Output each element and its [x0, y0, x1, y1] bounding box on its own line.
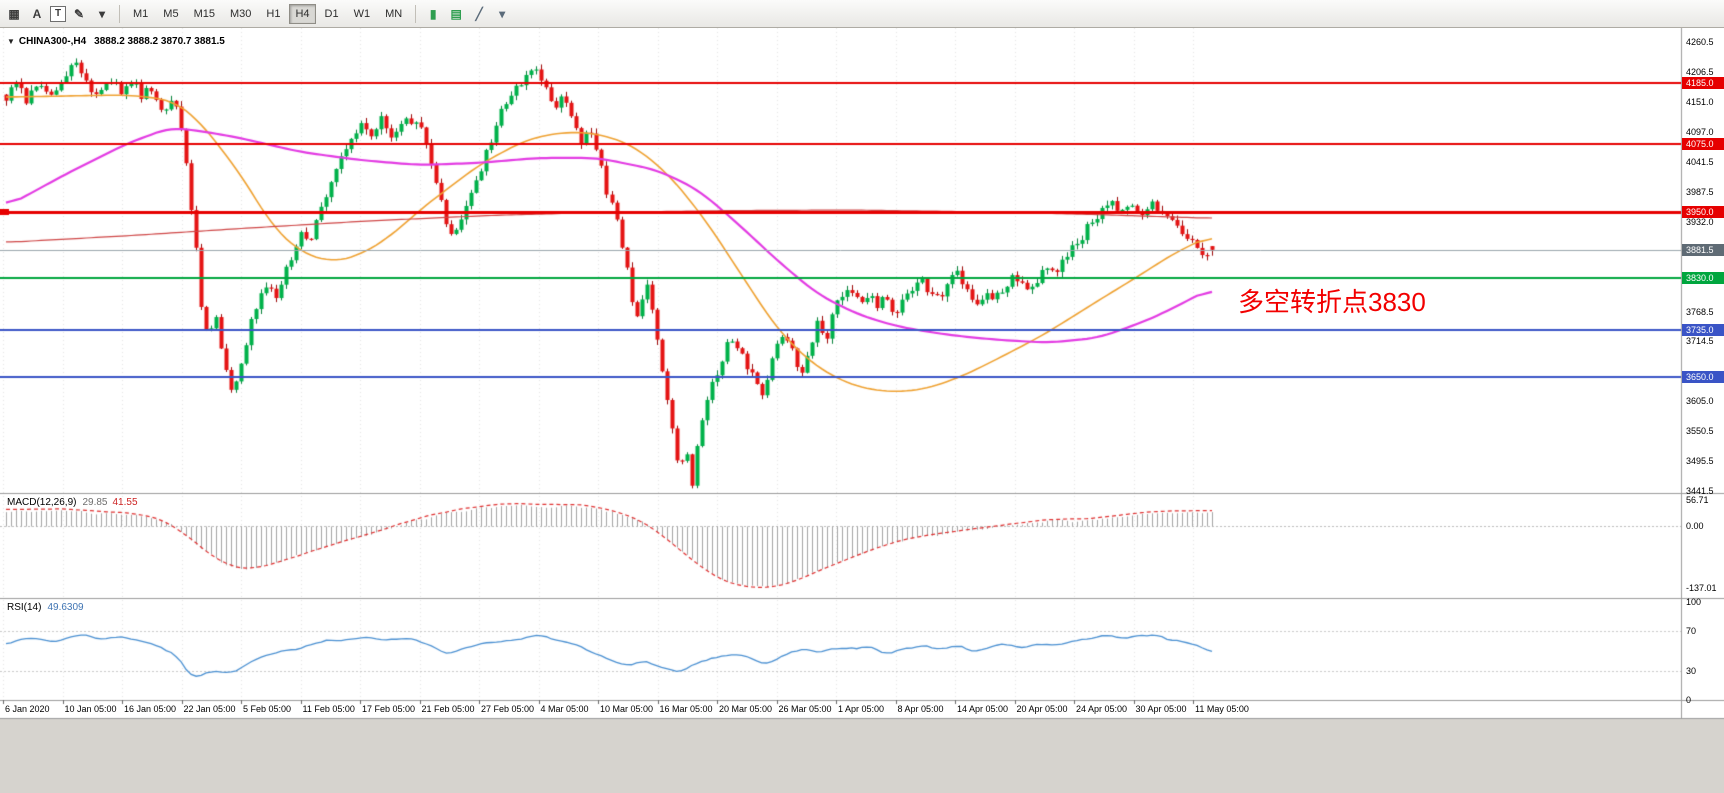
collapse-arrow-icon[interactable]: ▼ [7, 37, 15, 46]
time-axis-label: 6 Jan 2020 [5, 704, 50, 714]
resistance-line-4185-tag: 4185.0 [1682, 77, 1724, 90]
time-axis-label: 16 Mar 05:00 [659, 704, 713, 714]
time-axis-label: 20 Mar 05:00 [719, 704, 773, 714]
macd-main-value: 29.85 [82, 497, 108, 508]
time-axis-label: 10 Jan 05:00 [64, 704, 117, 714]
support-line-3650-tag: 3650.0 [1682, 370, 1724, 383]
chart-annotation-text[interactable]: 多空转折点3830 [1238, 287, 1426, 317]
rsi-axis-label: 0 [1686, 695, 1692, 705]
line-chart-icon[interactable]: ╱ [475, 6, 483, 21]
support-line-3735-tag: 3735.0 [1682, 324, 1724, 337]
time-axis-label: 8 Apr 05:00 [897, 704, 944, 714]
time-axis-label: 22 Jan 05:00 [183, 704, 236, 714]
time-axis-label: 21 Feb 05:00 [421, 704, 475, 714]
price-axis-label: 3550.5 [1686, 426, 1714, 437]
current-price-line-tag: 3881.5 [1682, 243, 1724, 256]
resistance-line-4075-tag: 4075.0 [1682, 137, 1724, 150]
resistance-line-3950-tag: 3950.0 [1682, 206, 1724, 219]
rsi-indicator-label: RSI(14) 49.6309 [7, 602, 84, 613]
chart-title: ▼ CHINA300-,H4 3888.2 3888.2 3870.7 3881.5 [7, 36, 225, 47]
pane-separator-main-macd[interactable] [0, 490, 1724, 496]
timeframe-button-h4[interactable]: H4 [289, 3, 316, 24]
time-axis-label: 11 Feb 05:00 [302, 704, 355, 714]
time-axis-label: 5 Feb 05:00 [243, 704, 292, 714]
price-axis-label: 4260.5 [1686, 37, 1714, 47]
pivot-line-3830-tag: 3830.0 [1682, 272, 1724, 284]
timeframe-button-mn[interactable]: MN [385, 7, 403, 20]
macd-axis-label: -137.01 [1686, 582, 1717, 593]
price-axis-label: 3932.0 [1686, 217, 1714, 228]
timeframe-button-m15[interactable]: M15 [193, 7, 215, 20]
chart-settings-dropdown-icon[interactable]: ▾ [499, 6, 506, 21]
time-axis-label: 14 Apr 05:00 [957, 704, 1009, 714]
toolbar: ▦ A T ✎ ▾ M1 M5 M15 M30 H1 H4 D1 W1 MN ▮ ▤ ╱ ▾ [0, 0, 1724, 28]
toolbar-separator [415, 4, 417, 23]
rsi-label: RSI(14) [7, 602, 42, 613]
time-axis-label: 4 Mar 05:00 [540, 704, 589, 714]
timeframe-button-m1[interactable]: M1 [133, 7, 149, 20]
candlestick-chart-icon[interactable]: ▮ [429, 6, 437, 21]
macd-axis-label: 56.71 [1686, 495, 1709, 505]
time-axis-label: 24 Apr 05:00 [1076, 704, 1128, 714]
chart-ohlc-values: 3888.2 3888.2 3870.7 3881.5 [94, 36, 225, 47]
time-axis-label: 10 Mar 05:00 [600, 704, 654, 714]
timeframe-button-h1[interactable]: H1 [266, 7, 281, 20]
price-axis-label: 3441.5 [1686, 486, 1714, 496]
price-axis-label: 3768.5 [1686, 306, 1714, 317]
time-axis-label: 30 Apr 05:00 [1135, 704, 1187, 714]
toolbar-right-icons: ▮ ▤ ╱ ▾ [423, 4, 512, 24]
macd-axis-label: 0.00 [1686, 520, 1704, 531]
rsi-value: 49.6309 [47, 602, 84, 613]
windows-grid-icon[interactable]: ▦ [8, 6, 20, 21]
chart-window: ▼ CHINA300-,H4 3888.2 3888.2 3870.7 3881.5… [0, 28, 1724, 793]
price-axis-label: 3605.0 [1686, 396, 1714, 407]
price-axis-label: 3495.5 [1686, 456, 1714, 467]
text-annotation-tool-icon[interactable]: A [32, 6, 42, 21]
time-axis-label: 17 Feb 05:00 [362, 704, 416, 714]
timeframe-button-group: M1 M5 M15 M30 H1 H4 D1 W1 MN [127, 3, 408, 24]
price-axis-label: 4097.0 [1686, 126, 1714, 137]
time-axis-label: 20 Apr 05:00 [1016, 704, 1068, 714]
price-axis-label: 4151.0 [1686, 97, 1714, 108]
textbox-tool-icon[interactable]: T [50, 5, 66, 22]
time-axis-label: 27 Feb 05:00 [481, 704, 535, 714]
time-axis-label: 1 Apr 05:00 [838, 704, 885, 714]
rsi-axis-label: 100 [1686, 597, 1702, 607]
timeframe-button-w1[interactable]: W1 [353, 7, 371, 20]
rsi-axis-label: 70 [1686, 626, 1697, 637]
time-axis-label: 26 Mar 05:00 [778, 704, 832, 714]
price-axis-label: 4041.5 [1686, 157, 1714, 168]
timeframe-button-d1[interactable]: D1 [324, 7, 339, 20]
drawing-tool-icon[interactable]: ✎ [73, 6, 85, 21]
macd-label: MACD(12,26,9) [7, 497, 77, 508]
timeframe-button-m30[interactable]: M30 [229, 7, 252, 20]
time-axis-label: 16 Jan 05:00 [124, 704, 177, 714]
rsi-axis-label: 30 [1686, 665, 1697, 676]
price-axis-label: 3987.5 [1686, 186, 1714, 197]
timeframe-button-m5[interactable]: M5 [163, 7, 179, 20]
toolbar-left-icons: ▦ A T ✎ ▾ [4, 4, 112, 24]
bar-chart-icon[interactable]: ▤ [450, 6, 462, 21]
macd-signal-value: 41.55 [112, 497, 138, 508]
macd-indicator-label: MACD(12,26,9) 29.85 41.55 [7, 497, 138, 508]
pane-separator-macd-rsi[interactable] [0, 595, 1724, 601]
toolbar-separator [119, 4, 120, 23]
drawing-tool-dropdown-icon[interactable]: ▾ [98, 6, 106, 21]
price-axis-label: 4206.5 [1686, 66, 1714, 77]
chart-canvas[interactable] [0, 28, 1724, 793]
price-axis-label: 3714.5 [1686, 336, 1714, 347]
time-axis-label: 11 May 05:00 [1195, 704, 1249, 714]
chart-symbol-period: CHINA300-,H4 [18, 36, 87, 47]
